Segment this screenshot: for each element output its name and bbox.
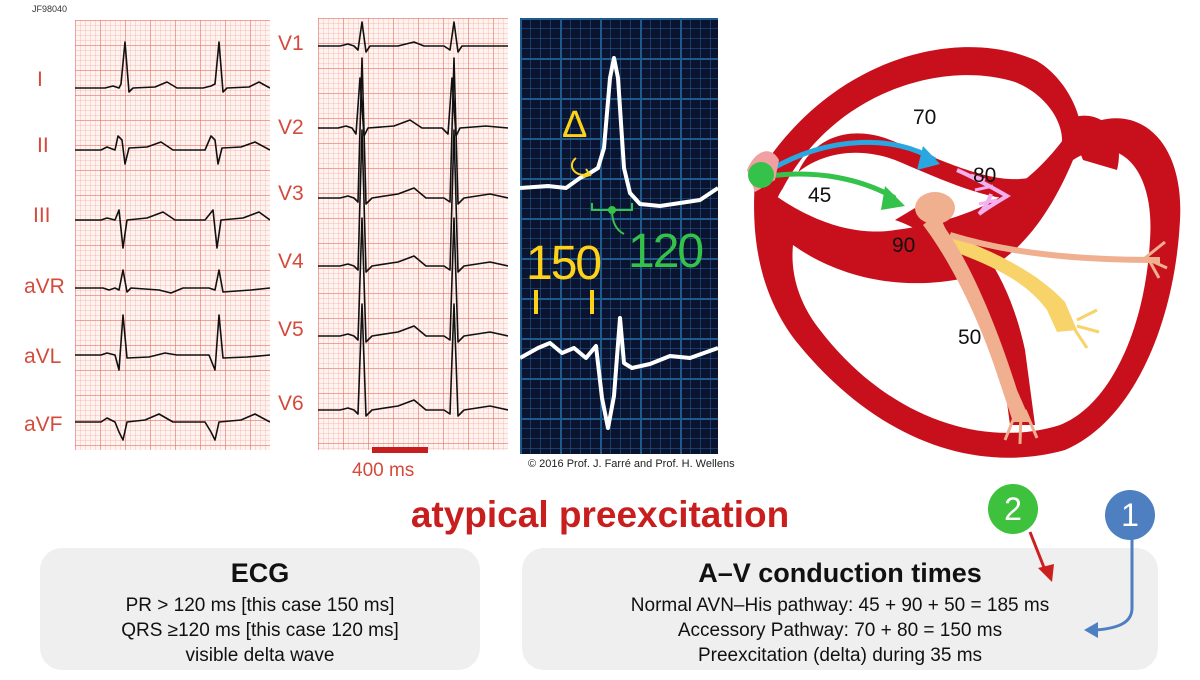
ecg-box-heading: ECG — [230, 558, 290, 588]
green-badge-pointer-arrow — [1028, 531, 1047, 571]
conduction-time-50: 50 — [958, 326, 982, 349]
conduction-time-90: 90 — [892, 234, 916, 257]
limb-lead-traces — [75, 41, 270, 441]
bundle-terminals — [1003, 409, 1039, 445]
green-pointer-arrow-head — [1038, 564, 1054, 582]
conduction-time-80: 80 — [973, 164, 997, 187]
pr-interval-value: 150 — [526, 237, 602, 290]
av-node-conduction-arrow — [769, 171, 897, 201]
lead-label-v4: V4 — [278, 250, 304, 273]
main-title: atypical preexcitation — [410, 494, 790, 535]
accessory-arrow-head — [917, 146, 940, 170]
heart-conduction-diagram — [747, 47, 1181, 458]
sinus-node — [748, 162, 774, 188]
av-conduction-line: Preexcitation (delta) during 35 ms — [697, 645, 983, 666]
badge-2: 2 — [988, 484, 1038, 534]
aortic-outflow — [1067, 115, 1119, 170]
av-box-heading: A–V conduction times — [698, 558, 982, 588]
lead-label-v3: V3 — [278, 182, 304, 205]
left-bundle-terminals — [1073, 308, 1100, 349]
chest-lead-ecg-strip — [318, 18, 508, 450]
monitor-tracing-panel: Δ 150 120 — [520, 18, 718, 454]
lead-label-avl: aVL — [24, 345, 62, 368]
lead-label-i: I — [37, 68, 43, 91]
lead-label-v1: V1 — [278, 32, 304, 55]
qrs-duration-value: 120 — [628, 225, 704, 278]
blue-pointer-arrow-head — [1084, 622, 1098, 638]
figure-id: JF98040 — [32, 4, 68, 14]
ecg-criteria-line: visible delta wave — [185, 645, 335, 666]
limb-lead-ecg-strip — [75, 20, 270, 450]
conduction-time-70: 70 — [913, 106, 937, 129]
right-bundle-branch — [923, 215, 1031, 422]
ecg-criteria-line: QRS ≥120 ms [this case 120 ms] — [121, 620, 399, 641]
scale-bar — [372, 447, 428, 453]
purkinje-fiber — [949, 232, 1161, 263]
chest-lead-traces — [318, 21, 508, 417]
av-node-arrow-head — [881, 186, 905, 210]
copyright-notice: © 2016 Prof. J. Farré and Prof. H. Welle… — [528, 458, 735, 470]
his-bundle — [925, 212, 957, 255]
accessory-pathway-insertion — [956, 168, 1011, 216]
badge-arrows — [1028, 531, 1134, 638]
delta-symbol: Δ — [562, 104, 588, 146]
left-bundle-branch — [945, 235, 1077, 332]
lead-label-v2: V2 — [278, 116, 304, 139]
conduction-time-45: 45 — [808, 184, 832, 207]
lead-label-v5: V5 — [278, 318, 304, 341]
lead-label-ii: II — [37, 134, 49, 157]
lead-label-avr: aVR — [24, 275, 65, 298]
av-conduction-line: Accessory Pathway: 70 + 80 = 150 ms — [677, 620, 1003, 641]
accessory-conduction-arrow — [768, 139, 937, 173]
ecg-criteria-line: PR > 120 ms [this case 150 ms] — [125, 595, 395, 616]
accessory-pathway-fibers — [970, 173, 998, 206]
lead-label-avf: aVF — [24, 413, 63, 436]
lead-label-v6: V6 — [278, 392, 304, 415]
monitor-traces — [520, 56, 718, 430]
ecg-criteria-box: ECG PR > 120 ms [this case 150 ms] QRS ≥… — [40, 548, 480, 670]
lead-label-iii: III — [33, 204, 51, 227]
blue-badge-pointer-arrow — [1095, 532, 1134, 632]
purkinje-terminals — [1144, 240, 1168, 279]
scale-bar-label: 400 ms — [352, 460, 415, 481]
atrium-chamber — [783, 75, 1063, 190]
av-conduction-line: Normal AVN–His pathway: 45 + 90 + 50 = 1… — [630, 595, 1050, 616]
badge-1: 1 — [1105, 490, 1155, 540]
